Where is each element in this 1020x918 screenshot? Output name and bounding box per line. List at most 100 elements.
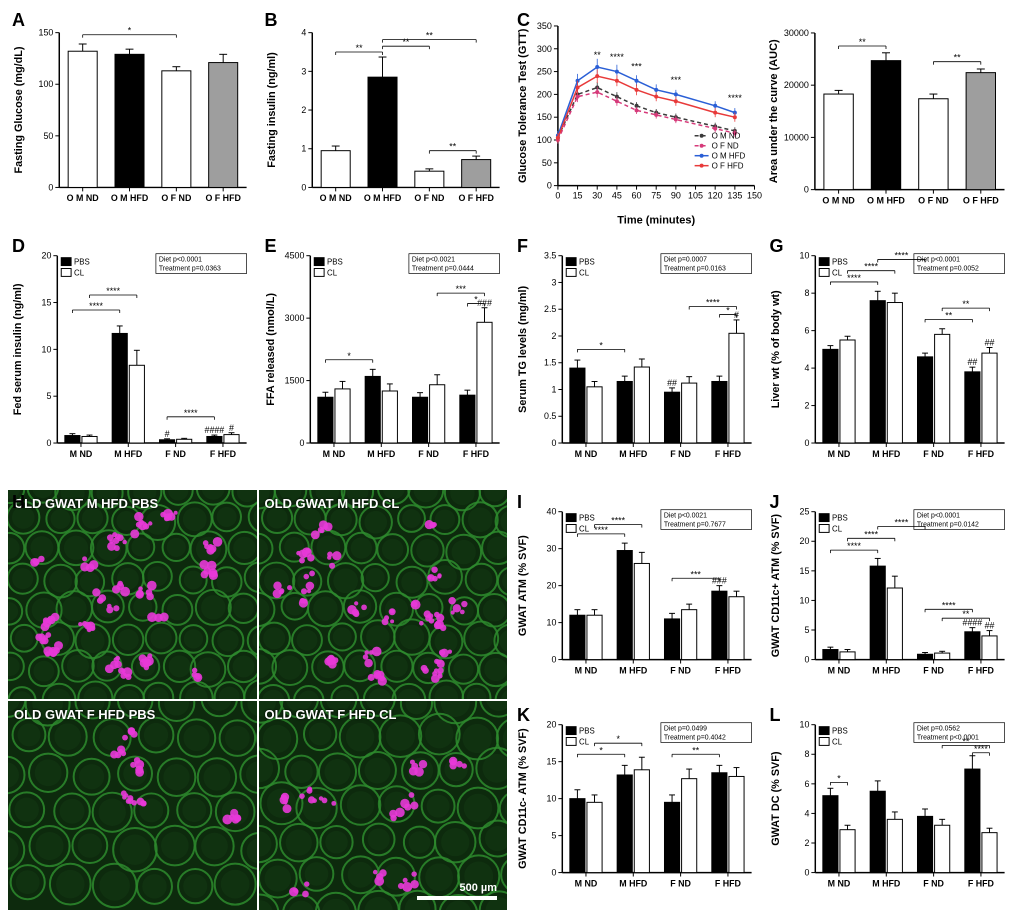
- svg-text:20: 20: [799, 536, 809, 546]
- svg-text:****: ****: [864, 529, 878, 539]
- svg-text:10: 10: [799, 595, 809, 605]
- svg-text:#: #: [734, 310, 739, 320]
- svg-text:F ND: F ND: [923, 665, 944, 675]
- svg-text:***: ***: [691, 569, 702, 579]
- svg-text:Diet p=0.0562: Diet p=0.0562: [916, 726, 959, 733]
- svg-text:M ND: M ND: [827, 665, 850, 675]
- svg-text:O F HFD: O F HFD: [712, 162, 744, 171]
- svg-text:O M HFD: O M HFD: [111, 193, 149, 203]
- svg-text:100: 100: [537, 135, 552, 145]
- svg-text:Serum TG levels (mg/ml): Serum TG levels (mg/ml): [517, 285, 529, 412]
- svg-text:**: **: [945, 310, 952, 320]
- panel-a-label: A: [12, 10, 25, 31]
- svg-text:CL: CL: [327, 268, 338, 277]
- panel-c: C 05010015020025030035001530456075901051…: [513, 8, 1012, 228]
- svg-text:0.5: 0.5: [544, 411, 556, 421]
- svg-text:CL: CL: [832, 268, 843, 277]
- svg-text:F HFD: F HFD: [715, 449, 742, 459]
- panel-e-chart: 0150030004500FFA released (nmol/L)M NDM …: [261, 234, 508, 481]
- svg-text:**: **: [594, 50, 601, 60]
- svg-text:**: **: [962, 299, 969, 309]
- svg-text:###: ###: [477, 298, 492, 308]
- svg-text:GWAT CD11c- ATM (% SVF): GWAT CD11c- ATM (% SVF): [517, 728, 529, 869]
- panel-c-line-chart: 0501001502002503003500153045607590105120…: [513, 8, 762, 228]
- svg-text:F ND: F ND: [670, 449, 691, 459]
- micrograph: OLD GWAT F HFD PBS: [8, 701, 257, 910]
- svg-text:6: 6: [804, 326, 809, 336]
- svg-text:M ND: M ND: [575, 878, 598, 888]
- svg-text:3000: 3000: [284, 313, 304, 323]
- svg-text:**: **: [402, 37, 409, 47]
- svg-text:Glucose Tolerance Test (GTT): Glucose Tolerance Test (GTT): [517, 28, 529, 183]
- svg-text:CL: CL: [579, 524, 590, 533]
- svg-text:105: 105: [688, 191, 703, 201]
- svg-text:60: 60: [632, 191, 642, 201]
- svg-text:*: *: [616, 734, 620, 744]
- svg-text:F ND: F ND: [418, 449, 439, 459]
- svg-text:CL: CL: [832, 737, 843, 746]
- svg-text:1.5: 1.5: [544, 358, 556, 368]
- svg-text:0: 0: [551, 655, 556, 665]
- svg-text:M HFD: M HFD: [619, 878, 648, 888]
- scale-bar: [417, 896, 497, 900]
- panel-j-label: J: [770, 492, 780, 513]
- svg-text:135: 135: [727, 191, 742, 201]
- svg-text:10: 10: [799, 720, 809, 730]
- svg-text:150: 150: [747, 191, 762, 201]
- svg-text:1500: 1500: [284, 376, 304, 386]
- micrograph-label: OLD GWAT M HFD CL: [265, 496, 400, 511]
- svg-text:2.5: 2.5: [544, 304, 556, 314]
- svg-text:0: 0: [547, 181, 552, 191]
- svg-text:40: 40: [547, 507, 557, 517]
- svg-text:CL: CL: [832, 524, 843, 533]
- svg-text:0: 0: [551, 868, 556, 878]
- svg-text:M HFD: M HFD: [114, 449, 143, 459]
- svg-text:0: 0: [803, 185, 808, 195]
- svg-text:F ND: F ND: [670, 665, 691, 675]
- svg-text:Diet p<0.0001: Diet p<0.0001: [916, 513, 959, 520]
- panel-c-label: C: [517, 10, 530, 31]
- svg-text:Treatment p=0.0444: Treatment p=0.0444: [411, 265, 473, 272]
- svg-text:350: 350: [537, 21, 552, 31]
- panel-d-chart: 05101520Fed serum insulin (ng/ml)M NDM H…: [8, 234, 255, 481]
- svg-text:Treatment p=0.7677: Treatment p=0.7677: [664, 521, 726, 528]
- svg-text:Treatment p=0.0052: Treatment p=0.0052: [916, 265, 978, 272]
- svg-text:150: 150: [39, 28, 54, 38]
- svg-text:4: 4: [301, 28, 306, 38]
- svg-text:O F ND: O F ND: [414, 193, 445, 203]
- svg-text:Fasting insulin (ng/ml): Fasting insulin (ng/ml): [265, 52, 277, 168]
- panel-l-label: L: [770, 705, 781, 726]
- svg-text:CL: CL: [74, 268, 85, 277]
- svg-text:Diet p<0.0001: Diet p<0.0001: [159, 257, 202, 264]
- svg-text:1: 1: [301, 144, 306, 154]
- svg-text:150: 150: [537, 112, 552, 122]
- svg-text:10000: 10000: [783, 132, 808, 142]
- svg-text:5: 5: [804, 625, 809, 635]
- panel-k: K 05101520GWAT CD11c- ATM (% SVF)M NDM H…: [513, 703, 760, 910]
- svg-text:10: 10: [42, 344, 52, 354]
- svg-text:GWAT DC (% SVF): GWAT DC (% SVF): [769, 751, 781, 846]
- svg-text:F ND: F ND: [923, 878, 944, 888]
- svg-text:CL: CL: [579, 268, 590, 277]
- svg-text:300: 300: [537, 44, 552, 54]
- svg-text:F HFD: F HFD: [715, 665, 742, 675]
- svg-text:*: *: [599, 745, 603, 755]
- micrograph-label: OLD GWAT M HFD PBS: [14, 496, 158, 511]
- panel-k-label: K: [517, 705, 530, 726]
- svg-text:****: ****: [894, 250, 908, 260]
- svg-text:****: ****: [941, 600, 955, 610]
- panel-h-label: H: [12, 492, 25, 513]
- svg-text:**: **: [953, 53, 960, 63]
- panel-i-label: I: [517, 492, 522, 513]
- panel-h: H OLD GWAT M HFD PBS OLD GWAT M HFD CL OLD…: [8, 490, 507, 910]
- svg-text:3.5: 3.5: [544, 251, 556, 261]
- svg-text:Area under the curve (AUC): Area under the curve (AUC): [767, 39, 779, 183]
- svg-text:O F ND: O F ND: [161, 193, 192, 203]
- svg-text:20: 20: [42, 251, 52, 261]
- svg-text:3: 3: [551, 277, 556, 287]
- panel-a: A 050100150Fasting Glucose (mg/dL)O M ND…: [8, 8, 255, 228]
- svg-text:2: 2: [804, 838, 809, 848]
- svg-text:PBS: PBS: [832, 514, 848, 523]
- micrograph-label: OLD GWAT F HFD PBS: [14, 707, 155, 722]
- svg-text:1: 1: [551, 384, 556, 394]
